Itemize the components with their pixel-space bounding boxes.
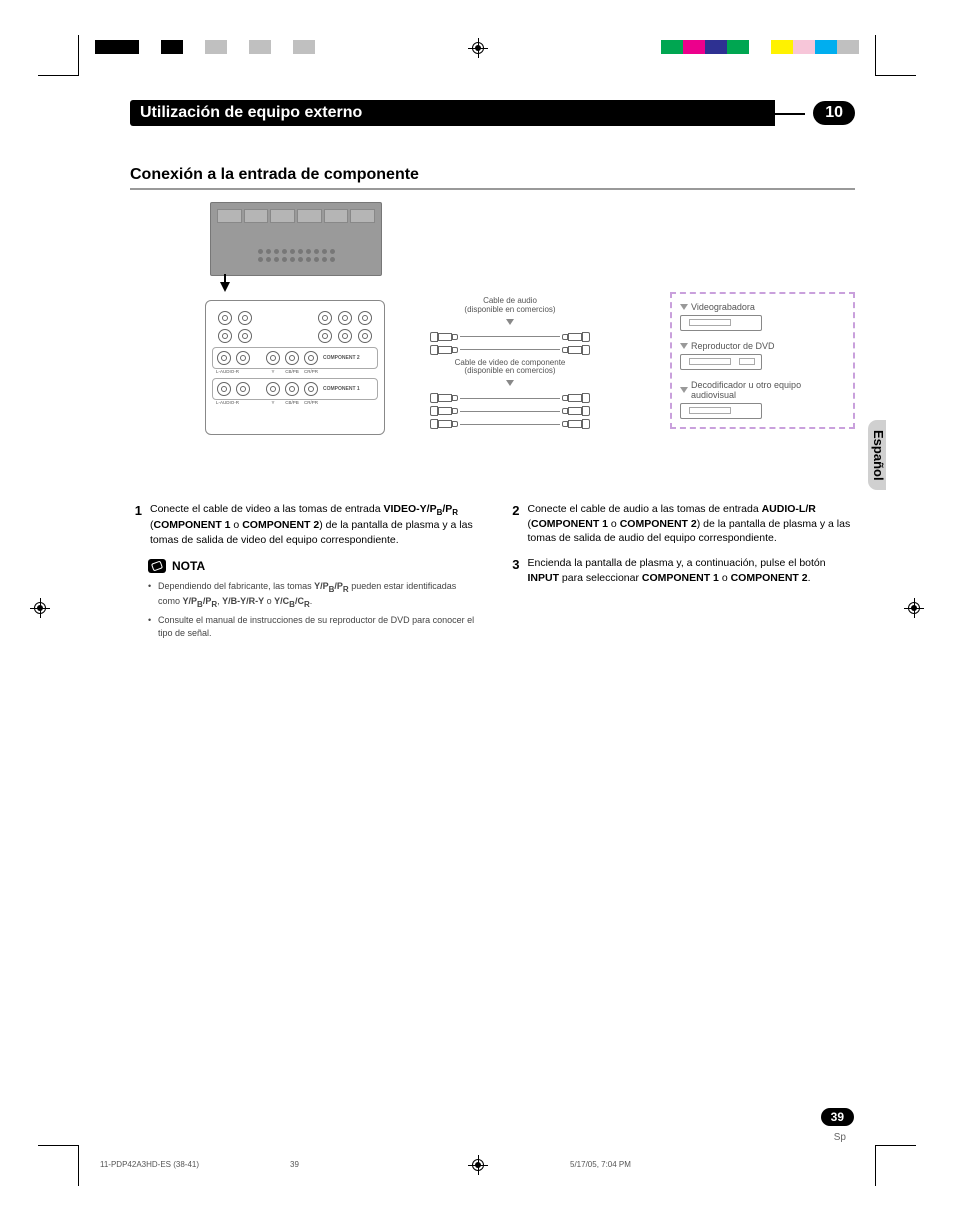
- footer: 11-PDP42A3HD-ES (38-41) 39 5/17/05, 7:04…: [100, 1160, 854, 1169]
- step-number: 3: [508, 556, 520, 585]
- page-number: 39: [821, 1108, 854, 1126]
- cable-diagram: Cable de audio(disponible en comercios) …: [430, 297, 590, 432]
- device-name: Decodificador u otro equipo audiovisual: [691, 380, 845, 400]
- tv-rear-panel: [210, 202, 382, 276]
- footer-page: 39: [290, 1160, 299, 1169]
- step-1: 1 Conecte el cable de video a las tomas …: [130, 502, 478, 548]
- cable-label: Cable de video de componente: [455, 358, 566, 367]
- step-3: 3 Encienda la pantalla de plasma y, a co…: [508, 556, 856, 585]
- device-name: Videograbadora: [691, 302, 755, 312]
- note-icon: [148, 559, 166, 573]
- device-list: Videograbadora Reproductor de DVD Decodi…: [670, 292, 855, 429]
- step-text: Conecte el cable de audio a las tomas de…: [528, 502, 856, 546]
- footer-datetime: 5/17/05, 7:04 PM: [570, 1160, 631, 1169]
- crop-mark: [875, 35, 916, 76]
- crop-mark: [38, 35, 79, 76]
- step-number: 1: [130, 502, 142, 548]
- registration-mark: [470, 40, 486, 56]
- device-name: Reproductor de DVD: [691, 341, 775, 351]
- arrow-down-icon: [220, 282, 230, 292]
- input-jack-panel: COMPONENT 2 L-AUDIO-R Y CB/PB CR/PR COMP…: [205, 300, 385, 435]
- jack-label: CR/PR: [304, 400, 318, 405]
- registration-mark: [906, 600, 922, 616]
- connection-diagram: COMPONENT 2 L-AUDIO-R Y CB/PB CR/PR COMP…: [130, 202, 855, 482]
- chapter-number: 10: [813, 101, 855, 125]
- note-header: NOTA: [148, 558, 478, 575]
- jack-label: CB/PB: [285, 400, 299, 405]
- page-content: Utilización de equipo externo 10 Conexió…: [130, 100, 855, 644]
- vcr-icon: [680, 315, 762, 331]
- note-list: Dependiendo del fabricante, las tomas Y/…: [148, 580, 478, 639]
- step-text: Encienda la pantalla de plasma y, a cont…: [528, 556, 856, 585]
- dvd-icon: [680, 354, 762, 370]
- page-language: Sp: [834, 1132, 846, 1143]
- cable-sublabel: (disponible en comercios): [464, 305, 555, 314]
- step-number: 2: [508, 502, 520, 546]
- instruction-columns: 1 Conecte el cable de video a las tomas …: [130, 502, 855, 644]
- jack-label: L-AUDIO-R: [216, 369, 250, 374]
- jack-label: Y: [266, 369, 280, 374]
- jack-label: Y: [266, 400, 280, 405]
- registration-mark: [32, 600, 48, 616]
- subheading: Conexión a la entrada de componente: [130, 166, 855, 190]
- jack-label: COMPONENT 1: [323, 386, 360, 392]
- note-label: NOTA: [172, 558, 205, 575]
- left-column: 1 Conecte el cable de video a las tomas …: [130, 502, 478, 644]
- color-bar-left: [95, 40, 315, 54]
- jack-label: CB/PB: [285, 369, 299, 374]
- header-line: [775, 113, 805, 115]
- jack-label: CR/PR: [304, 369, 318, 374]
- language-label: Español: [871, 430, 886, 481]
- section-title: Utilización de equipo externo: [130, 100, 775, 126]
- decoder-icon: [680, 403, 762, 419]
- cable-label: Cable de audio: [483, 296, 537, 305]
- step-text: Conecte el cable de video a las tomas de…: [150, 502, 478, 548]
- jack-label: L-AUDIO-R: [216, 400, 250, 405]
- color-bar-right: [661, 40, 859, 54]
- note-item: Dependiendo del fabricante, las tomas Y/…: [148, 580, 478, 610]
- note-item: Consulte el manual de instrucciones de s…: [148, 614, 478, 639]
- right-column: 2 Conecte el cable de audio a las tomas …: [508, 502, 856, 644]
- cable-sublabel: (disponible en comercios): [464, 366, 555, 375]
- jack-label: COMPONENT 2: [323, 355, 360, 361]
- section-header: Utilización de equipo externo 10: [130, 100, 855, 126]
- crop-mark: [875, 1145, 916, 1186]
- crop-mark: [38, 1145, 79, 1186]
- footer-file: 11-PDP42A3HD-ES (38-41): [100, 1160, 199, 1169]
- step-2: 2 Conecte el cable de audio a las tomas …: [508, 502, 856, 546]
